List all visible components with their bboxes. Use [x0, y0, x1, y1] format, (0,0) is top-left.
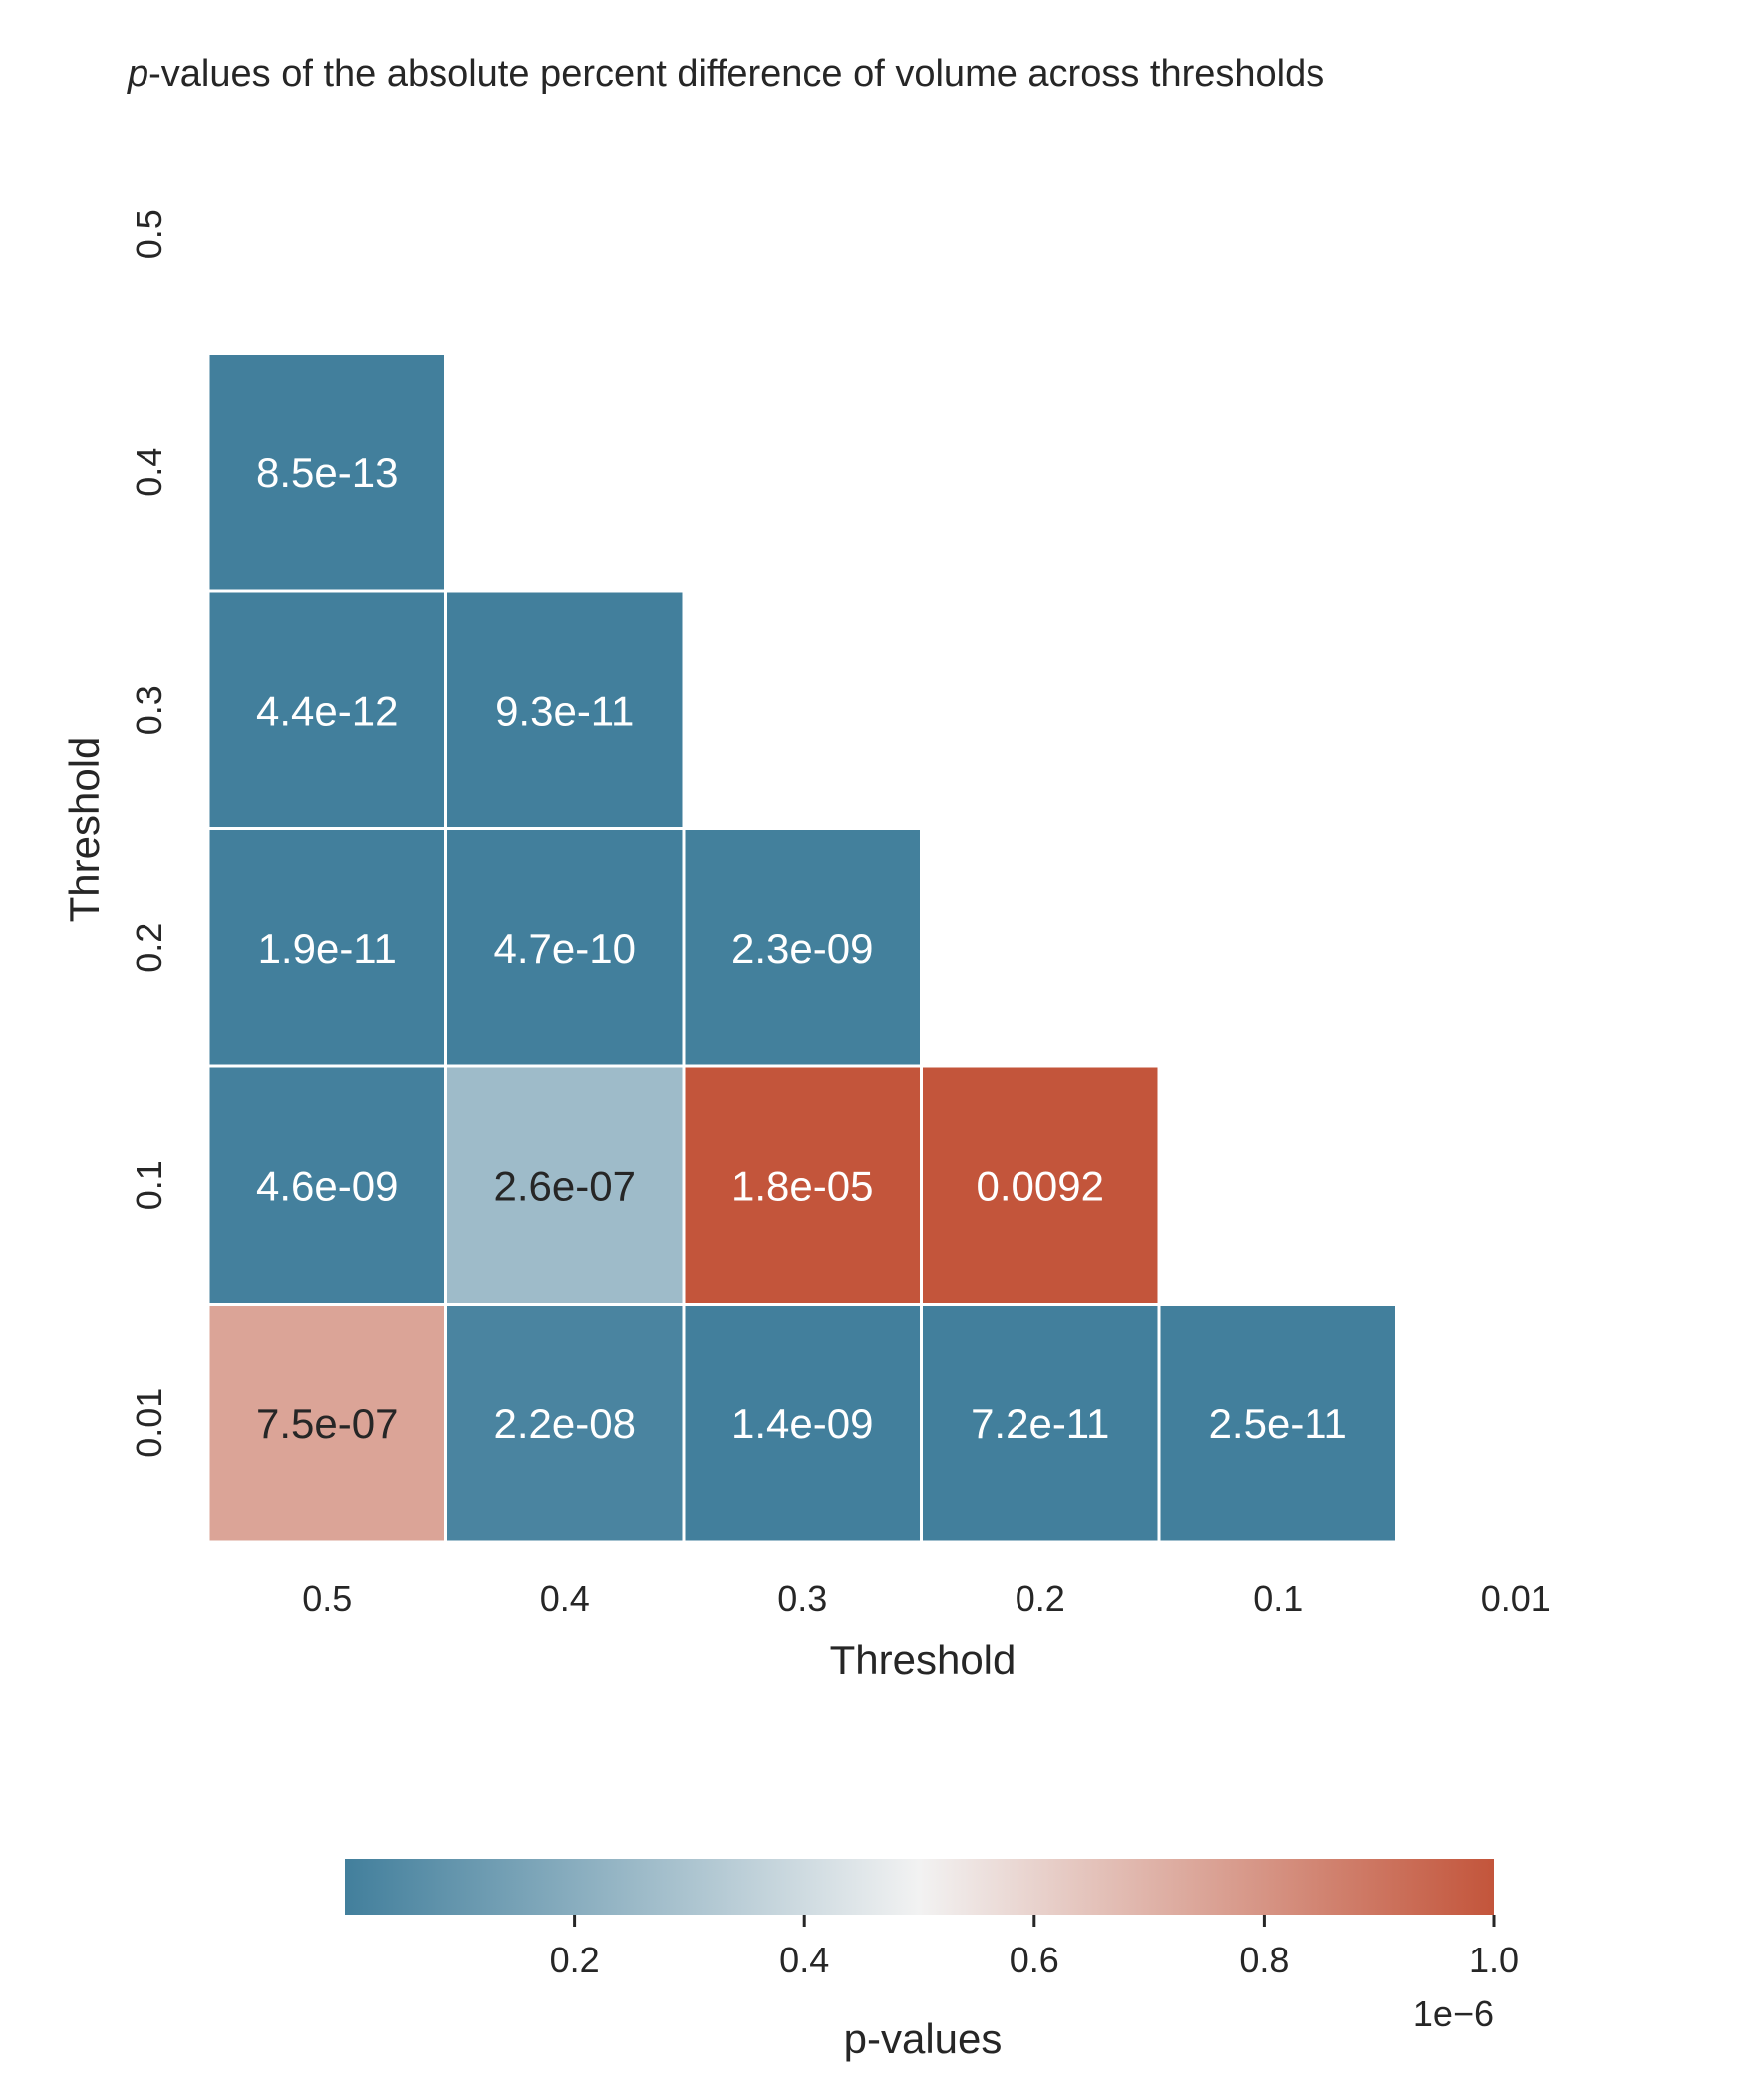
colorbar-tick-label: 1.0 [1469, 1940, 1519, 1980]
cell-value-label: 4.7e-10 [494, 925, 636, 972]
y-tick-label: 0.4 [129, 448, 169, 497]
cell-value-label: 4.6e-09 [256, 1162, 398, 1209]
cell-value-label: 8.5e-13 [256, 450, 398, 496]
chart-title: p-values of the absolute percent differe… [127, 53, 1324, 95]
colorbar-tick-label: 0.8 [1239, 1940, 1289, 1980]
colorbar-ticks: 0.2 0.4 0.6 0.8 1.0 [550, 1915, 1519, 1980]
x-tick-label: 0.01 [1481, 1578, 1551, 1619]
cell-value-label: 1.8e-05 [731, 1162, 873, 1209]
colorbar [345, 1859, 1494, 1915]
heatmap-cell [682, 1303, 923, 1544]
chart-title-italic: p [127, 53, 148, 95]
cell-value-label: 1.9e-11 [258, 925, 397, 972]
colorbar-multiplier: 1e−6 [1413, 1993, 1494, 2034]
cell-value-label: 4.4e-12 [256, 687, 398, 734]
x-tick-label: 0.1 [1253, 1578, 1303, 1619]
x-tick-label: 0.5 [302, 1578, 352, 1619]
heatmap-cell [206, 827, 447, 1068]
y-axis-ticks: 0.5 0.4 0.3 0.2 0.1 0.01 [129, 209, 169, 1458]
colorbar-tick-label: 0.2 [550, 1940, 600, 1980]
heatmap-cell [682, 827, 923, 1068]
heatmap-cell [444, 827, 686, 1068]
heatmap-cell [444, 589, 686, 830]
colorbar-label: p-values [844, 2015, 1003, 2062]
cell-value-label: 2.3e-09 [731, 925, 873, 972]
x-tick-label: 0.3 [777, 1578, 827, 1619]
heatmap-cell [444, 1303, 686, 1544]
heatmap-cell [206, 589, 447, 830]
heatmap-cell [206, 352, 447, 593]
x-axis-label: Threshold [830, 1637, 1017, 1683]
heatmap-cells: 8.5e-13 4.4e-12 9.3e-11 1.9e-11 4.7e-10 2.3e-… [206, 352, 1398, 1544]
heatmap-cell [920, 1303, 1161, 1544]
y-tick-label: 0.1 [129, 1160, 169, 1210]
chart-title-rest: -values of the absolute percent differen… [148, 53, 1324, 95]
y-axis-label: Threshold [61, 737, 108, 923]
x-tick-label: 0.4 [540, 1578, 590, 1619]
cell-value-label: 7.5e-07 [256, 1400, 398, 1447]
cell-value-label: 2.5e-11 [1209, 1400, 1347, 1447]
cell-value-label: 0.0092 [977, 1162, 1104, 1209]
colorbar-tick-label: 0.4 [779, 1940, 829, 1980]
x-axis-ticks: 0.5 0.4 0.3 0.2 0.1 0.01 [302, 1578, 1551, 1619]
cell-value-label: 1.4e-09 [731, 1400, 873, 1447]
y-tick-label: 0.01 [129, 1388, 169, 1458]
heatmap-cell [1157, 1303, 1398, 1544]
y-tick-label: 0.5 [129, 209, 169, 259]
cell-value-label: 9.3e-11 [495, 687, 634, 734]
heatmap-cell [920, 1064, 1161, 1306]
y-tick-label: 0.2 [129, 923, 169, 973]
y-tick-label: 0.3 [129, 685, 169, 735]
x-tick-label: 0.2 [1016, 1578, 1065, 1619]
cell-value-label: 2.6e-07 [494, 1162, 636, 1209]
cell-value-label: 2.2e-08 [494, 1400, 636, 1447]
colorbar-tick-label: 0.6 [1010, 1940, 1059, 1980]
cell-value-label: 7.2e-11 [971, 1400, 1109, 1447]
heatmap-cell [444, 1064, 686, 1306]
